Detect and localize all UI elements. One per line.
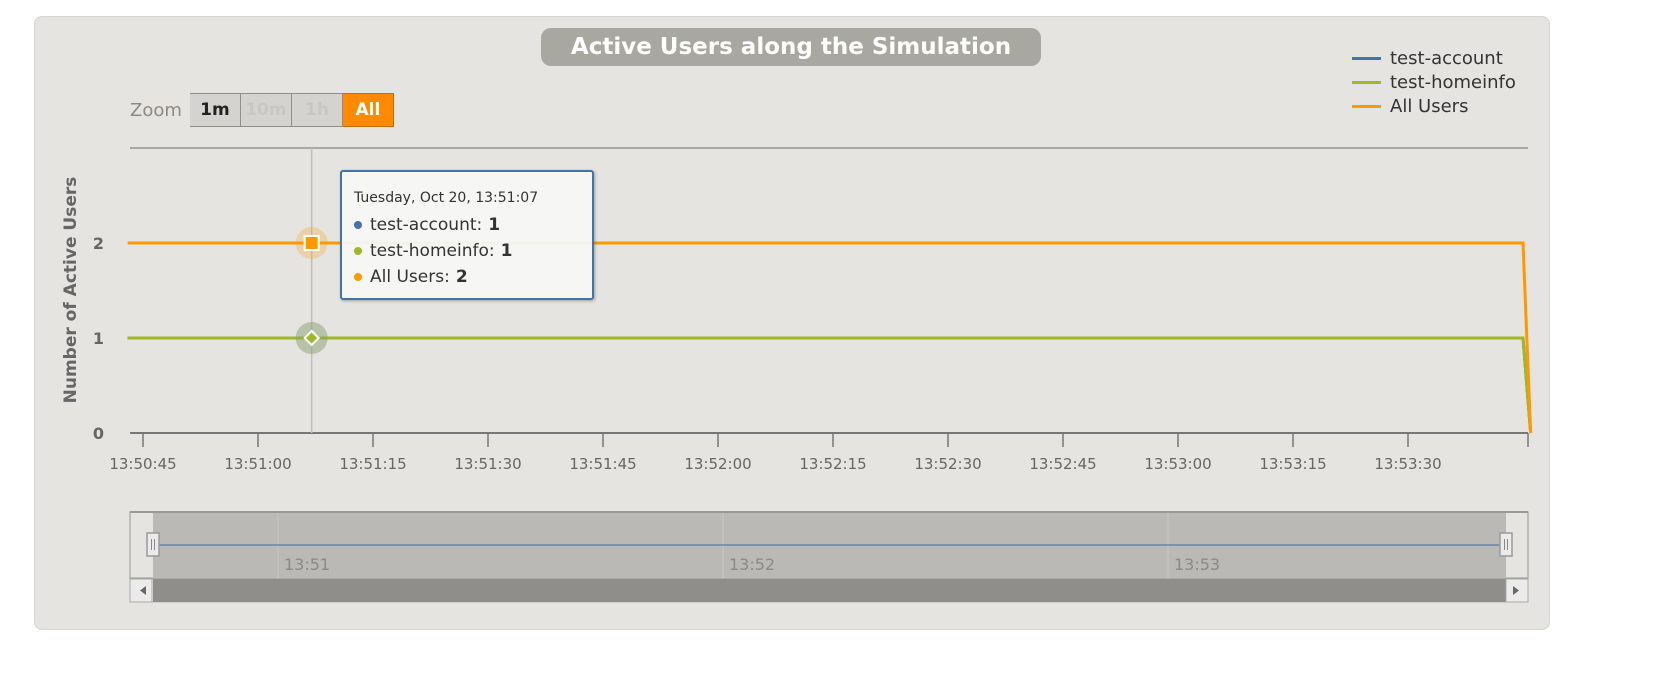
tooltip-row: All Users:2 (354, 264, 592, 290)
tooltip-row: test-homeinfo:1 (354, 238, 592, 264)
tooltip-value: 1 (488, 215, 501, 235)
x-tick-label: 13:52:30 (914, 455, 981, 473)
scrollbar-thumb[interactable] (153, 579, 1506, 602)
x-tick-label: 13:53:30 (1374, 455, 1441, 473)
arrow-left-icon (140, 586, 146, 595)
legend-swatch (1352, 80, 1381, 84)
x-tick-label: 13:52:00 (684, 455, 751, 473)
series-dot-icon (354, 247, 362, 255)
legend-swatch (1352, 56, 1381, 60)
legend-label: test-account (1390, 47, 1503, 69)
tooltip-series-name: test-account (370, 215, 477, 235)
tooltip: Tuesday, Oct 20, 13:51:07 test-account:1… (340, 170, 594, 300)
square-marker-icon (303, 235, 320, 251)
x-tick-label: 13:53:00 (1144, 455, 1211, 473)
legend: test-account test-homeinfo All Users (1352, 46, 1516, 118)
arrow-right-icon (1513, 586, 1519, 595)
tooltip-series-name: All Users (370, 267, 445, 287)
x-tick-label: 13:52:15 (799, 455, 866, 473)
y-tick-label: 2 (93, 234, 104, 253)
tooltip-header: Tuesday, Oct 20, 13:51:07 (354, 190, 539, 206)
navigator-tick-label: 13:53 (1174, 555, 1220, 574)
navigator-tick-label: 13:52 (729, 555, 775, 574)
diamond-marker-icon (303, 329, 321, 347)
navigator-handle[interactable] (146, 532, 160, 557)
series-line-test-homeinfo (127, 336, 1533, 434)
zoom-selector: Zoom 1m 10m 1h All (130, 93, 394, 127)
x-tick-label: 13:51:30 (454, 455, 521, 473)
legend-item-test-account[interactable]: test-account (1352, 46, 1516, 70)
tooltip-row: test-account:1 (354, 212, 592, 238)
navigator-tick-label: 13:51 (284, 555, 330, 574)
legend-swatch (1352, 104, 1381, 108)
y-axis-title: Number of Active Users (61, 177, 81, 404)
zoom-all-button[interactable]: All (342, 93, 394, 127)
zoom-1h-button[interactable]: 1h (291, 93, 343, 127)
x-tick-label: 13:52:45 (1029, 455, 1096, 473)
x-tick-label: 13:51:00 (224, 455, 291, 473)
legend-item-test-homeinfo[interactable]: test-homeinfo (1352, 70, 1516, 94)
tooltip-series-name: test-homeinfo (370, 241, 489, 261)
navigator-handle[interactable] (1499, 532, 1513, 557)
x-tick-label: 13:53:15 (1259, 455, 1326, 473)
y-tick-label: 0 (93, 424, 104, 443)
legend-label: test-homeinfo (1390, 71, 1516, 93)
y-tick-label: 1 (93, 329, 104, 348)
series-dot-icon (354, 273, 362, 281)
x-tick-label: 13:51:15 (339, 455, 406, 473)
zoom-label: Zoom (130, 99, 182, 121)
tooltip-value: 1 (500, 241, 513, 261)
chart-title: Active Users along the Simulation (541, 28, 1041, 66)
x-tick-label: 13:51:45 (569, 455, 636, 473)
tooltip-value: 2 (455, 267, 468, 287)
legend-label: All Users (1390, 95, 1469, 117)
x-tick-label: 13:50:45 (109, 455, 176, 473)
legend-item-all-users[interactable]: All Users (1352, 94, 1516, 118)
series-dot-icon (354, 221, 362, 229)
series-line-test-account (127, 336, 1533, 434)
zoom-1m-button[interactable]: 1m (189, 93, 241, 127)
zoom-10m-button[interactable]: 10m (240, 93, 292, 127)
